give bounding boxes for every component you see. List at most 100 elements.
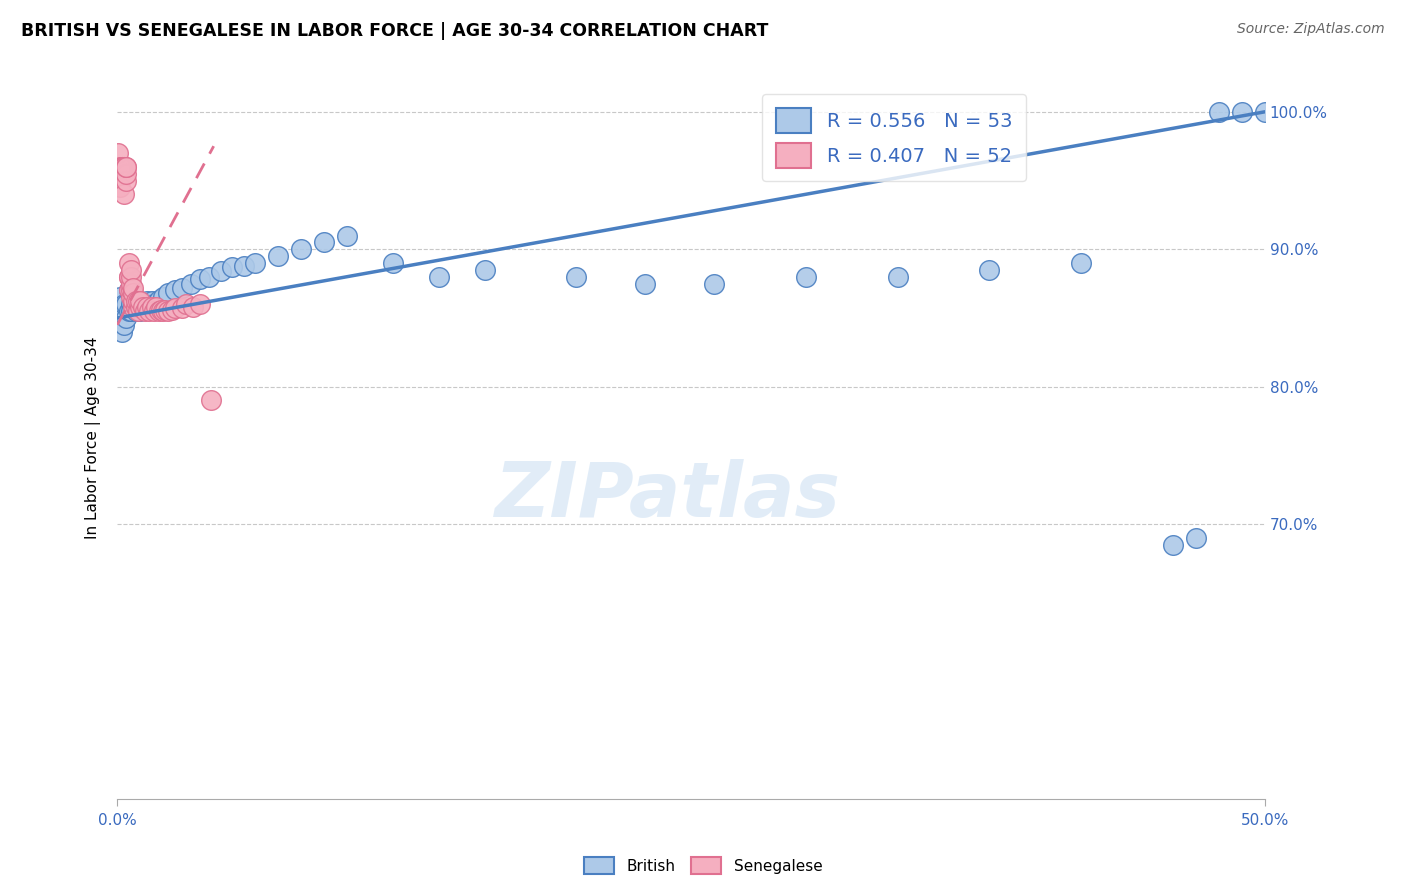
Point (127, 294, 149, 309)
Point (111, 160, 134, 174)
Point (1230, 104, 1253, 119)
Point (145, 300, 167, 314)
Point (122, 281, 145, 295)
Point (886, 269, 908, 284)
Point (1254, 104, 1277, 119)
Point (180, 277, 202, 291)
Point (141, 300, 163, 314)
Point (118, 304, 141, 318)
Point (243, 256, 266, 270)
Point (138, 304, 160, 318)
Point (111, 160, 134, 174)
Point (1185, 531, 1208, 545)
Point (124, 304, 146, 318)
Point (118, 284, 141, 298)
Point (118, 256, 141, 270)
Point (108, 290, 131, 304)
Point (427, 269, 450, 284)
Point (108, 180, 131, 194)
Point (131, 300, 153, 314)
Point (120, 297, 142, 311)
Point (156, 286, 179, 301)
Point (1208, 104, 1230, 119)
Point (111, 325, 134, 339)
Point (115, 160, 138, 174)
Point (162, 302, 184, 317)
Point (118, 269, 141, 284)
Legend: R = 0.556   N = 53, R = 0.407   N = 52: R = 0.556 N = 53, R = 0.407 N = 52 (762, 95, 1025, 181)
Point (120, 290, 142, 304)
Point (127, 304, 149, 318)
Y-axis label: In Labor Force | Age 30-34: In Labor Force | Age 30-34 (86, 337, 101, 540)
Point (115, 310, 138, 325)
Point (152, 304, 174, 318)
Text: ZIPatlas: ZIPatlas (495, 459, 841, 533)
Point (155, 302, 177, 317)
Point (141, 294, 163, 309)
Point (565, 269, 588, 284)
Text: Source: ZipAtlas.com: Source: ZipAtlas.com (1237, 22, 1385, 37)
Point (127, 297, 149, 311)
Point (170, 301, 193, 316)
Point (209, 264, 232, 278)
Point (108, 310, 131, 325)
Point (131, 300, 153, 314)
Point (703, 277, 725, 291)
Point (122, 294, 145, 309)
Point (112, 160, 135, 174)
Point (112, 187, 135, 202)
Point (152, 290, 174, 304)
Point (129, 300, 152, 314)
Point (107, 146, 129, 161)
Point (134, 304, 156, 318)
Point (108, 160, 131, 174)
Text: BRITISH VS SENEGALESE IN LABOR FORCE | AGE 30-34 CORRELATION CHART: BRITISH VS SENEGALESE IN LABOR FORCE | A… (21, 22, 769, 40)
Point (115, 167, 138, 181)
Point (122, 286, 145, 301)
Point (170, 281, 193, 295)
Point (163, 284, 186, 298)
Point (198, 269, 221, 284)
Point (290, 242, 312, 256)
Point (181, 300, 204, 314)
Point (148, 293, 170, 307)
Point (156, 304, 179, 318)
Point (1070, 256, 1092, 270)
Point (163, 301, 186, 316)
Point (200, 393, 222, 408)
Point (136, 294, 159, 309)
Point (120, 269, 142, 284)
Point (115, 297, 138, 311)
Point (188, 272, 211, 286)
Point (1161, 538, 1184, 552)
Point (115, 173, 138, 187)
Point (120, 284, 142, 298)
Point (118, 284, 141, 298)
Point (794, 269, 817, 284)
Point (112, 160, 135, 174)
Point (148, 304, 170, 318)
Point (149, 302, 172, 317)
Point (232, 259, 254, 273)
Point (124, 300, 146, 314)
Point (112, 318, 135, 332)
Point (124, 294, 146, 309)
Point (143, 304, 166, 318)
Point (122, 300, 145, 314)
Legend: British, Senegalese: British, Senegalese (578, 851, 828, 880)
Point (122, 297, 145, 311)
Point (120, 263, 142, 277)
Point (188, 297, 211, 311)
Point (112, 160, 135, 174)
Point (221, 260, 243, 274)
Point (312, 235, 335, 250)
Point (134, 297, 156, 311)
Point (120, 277, 142, 291)
Point (136, 300, 159, 314)
Point (111, 160, 134, 174)
Point (267, 249, 290, 263)
Point (118, 269, 141, 284)
Point (120, 304, 142, 318)
Point (129, 304, 152, 318)
Point (129, 294, 152, 309)
